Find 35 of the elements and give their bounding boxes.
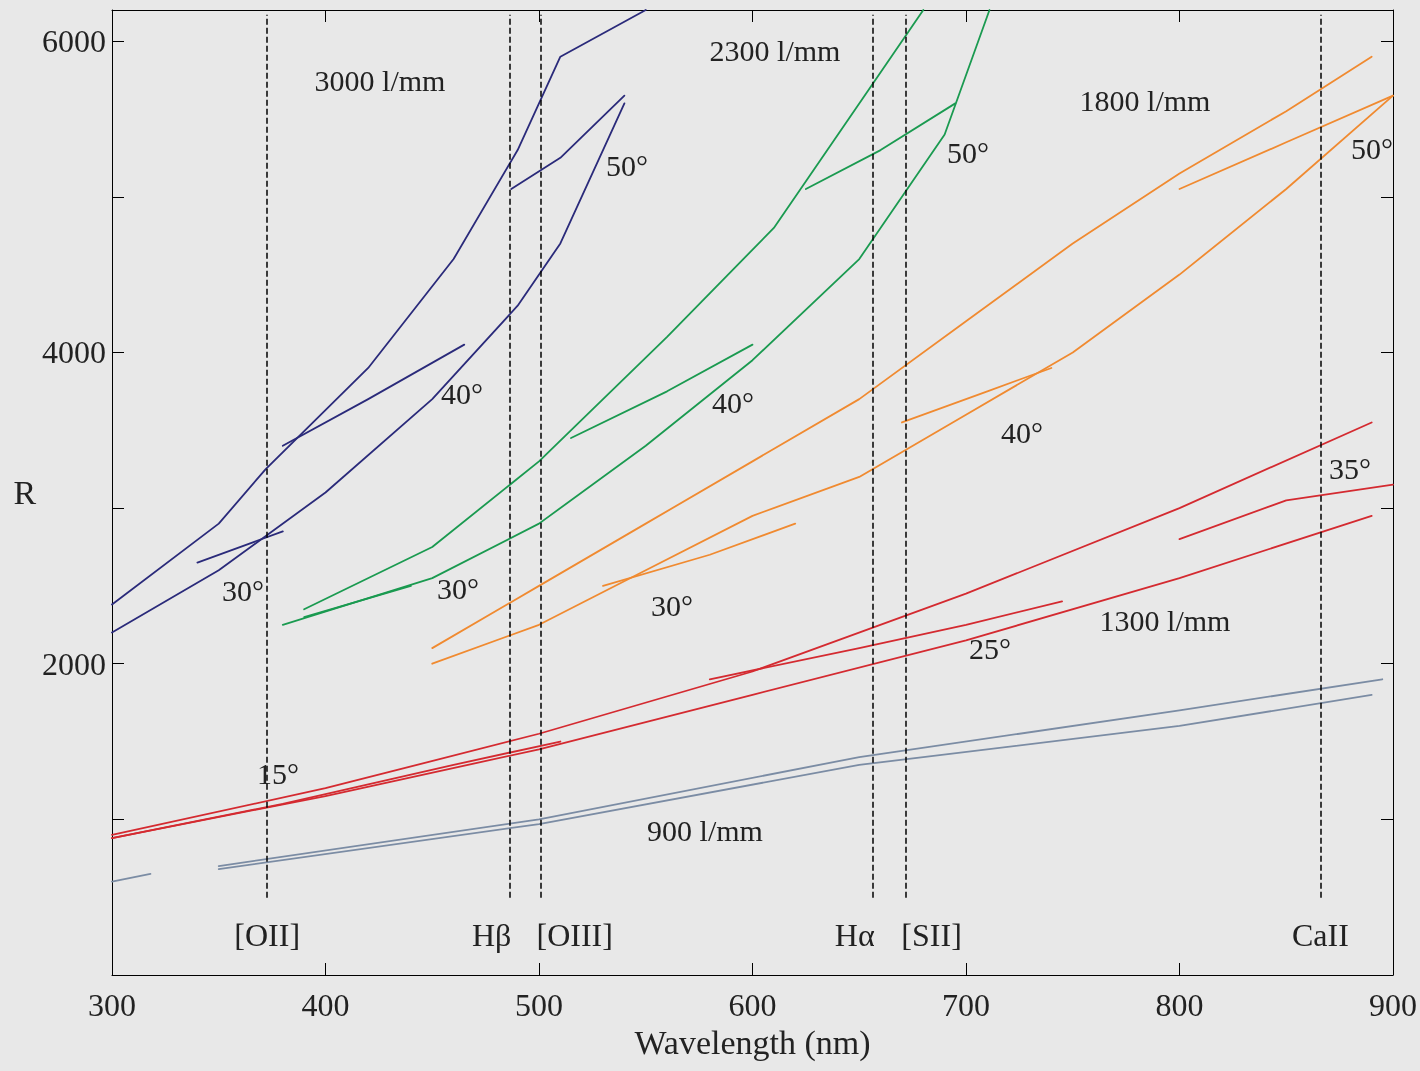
ref-line-label: Hβ: [471, 917, 512, 953]
annotation: 1800 l/mm: [1079, 83, 1211, 117]
annotation: 25°: [969, 631, 1011, 665]
annotation: 30°: [222, 573, 264, 607]
annotation: 35°: [1329, 451, 1371, 485]
x-tick-label: 300: [88, 987, 136, 1023]
annotation: 3000 l/mm: [314, 63, 446, 97]
annotation: 15°: [257, 756, 299, 790]
annotation: 50°: [947, 135, 989, 169]
ref-line-label: Hα: [834, 917, 875, 953]
x-tick-label: 800: [1155, 987, 1204, 1023]
ref-line-label: [SII]: [901, 917, 962, 953]
x-axis-title: Wavelength (nm): [634, 1024, 871, 1063]
x-tick-label: 400: [301, 987, 350, 1023]
annotation: 30°: [651, 588, 693, 622]
y-tick-label: 2000: [42, 645, 106, 682]
annotation: 50°: [1351, 131, 1393, 165]
annotation: 1300 l/mm: [1099, 603, 1231, 637]
annotation: 40°: [1001, 415, 1043, 449]
x-tick-label: 900: [1369, 987, 1417, 1023]
ref-line-label: [OIII]: [536, 917, 613, 953]
x-tick-label: 700: [942, 987, 990, 1023]
annotation: 40°: [712, 385, 754, 419]
annotation: 30°: [437, 571, 479, 605]
ref-line-label: CaII: [1291, 917, 1349, 953]
annotation: 50°: [606, 148, 648, 182]
x-tick-label: 600: [728, 987, 777, 1023]
y-axis-title: R: [13, 474, 37, 511]
y-tick-label: 4000: [42, 334, 106, 371]
ref-line-label: [OII]: [234, 917, 301, 953]
annotation: 2300 l/mm: [709, 33, 841, 67]
y-tick-label: 6000: [42, 23, 106, 60]
x-tick-label: 500: [515, 987, 563, 1023]
annotation: 900 l/mm: [647, 813, 763, 847]
annotation: 40°: [441, 376, 483, 410]
